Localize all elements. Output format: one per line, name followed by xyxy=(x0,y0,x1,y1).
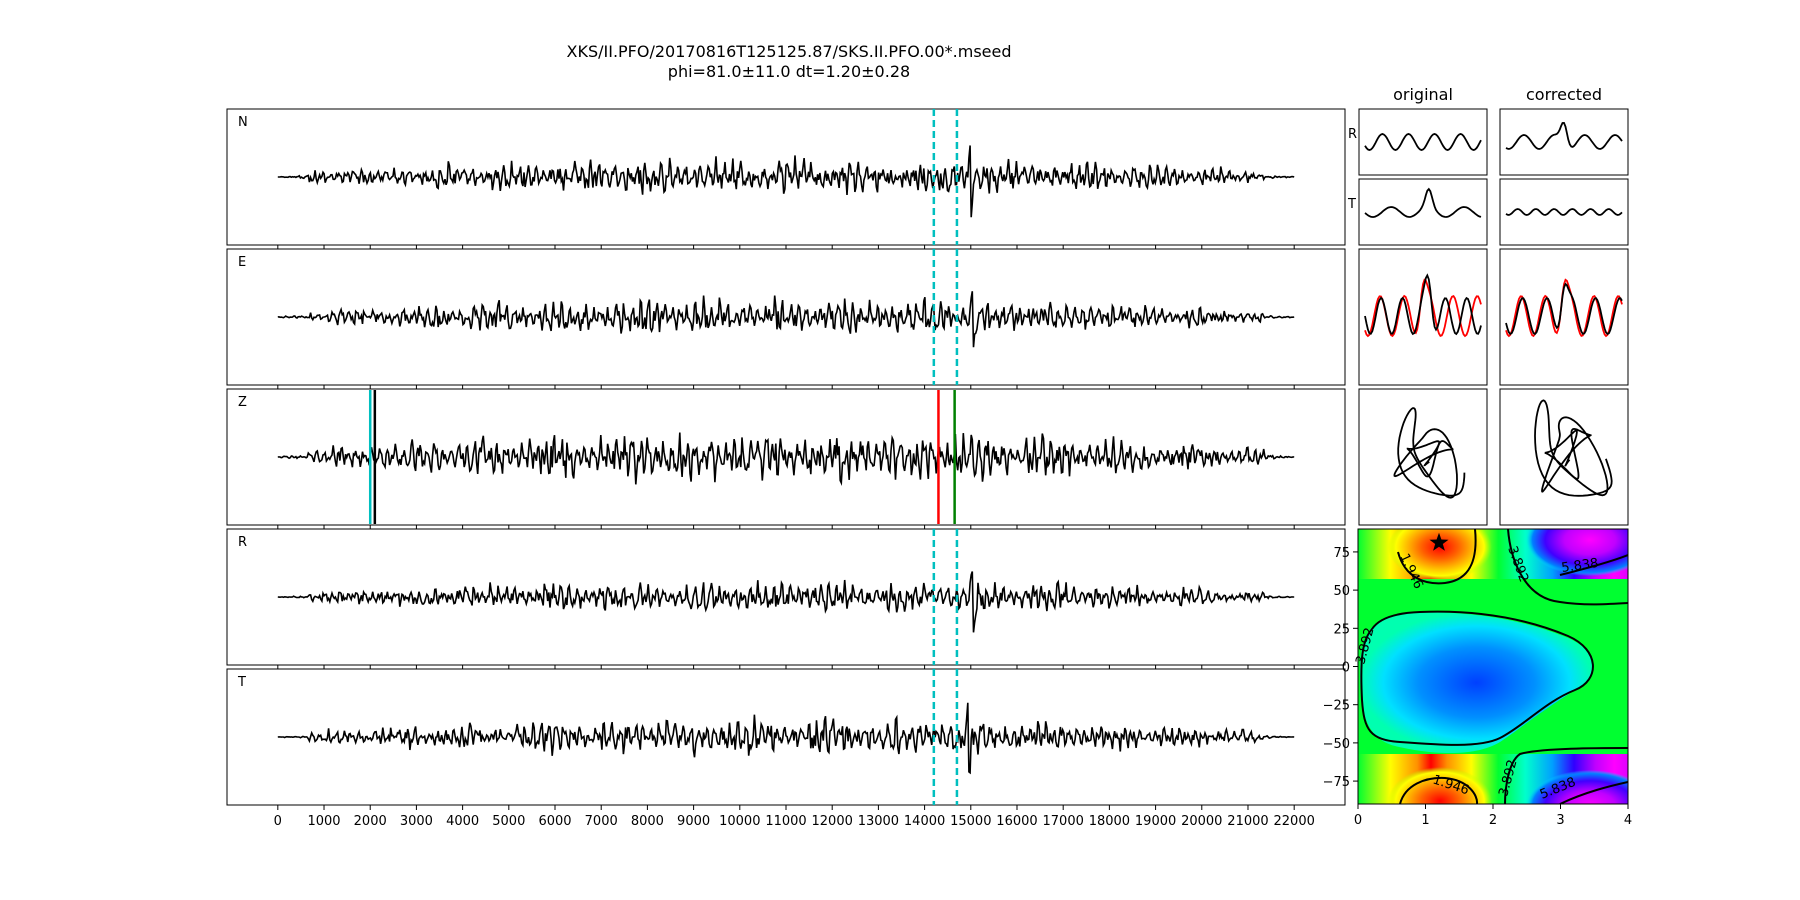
small-waveforms xyxy=(1364,121,1623,499)
orig-particle-box xyxy=(1358,388,1488,526)
surface-x-tick-label: 0 xyxy=(1354,813,1362,828)
surface-y-tick-label: −75 xyxy=(1323,775,1350,790)
surface-y-tick-label: 25 xyxy=(1333,622,1350,637)
orig-overlay-black xyxy=(1364,273,1482,336)
x-tick-label: 8000 xyxy=(631,814,664,829)
panel-label-z: Z xyxy=(238,395,247,410)
column-title-corrected: corrected xyxy=(1526,85,1602,104)
orig-t-wave xyxy=(1364,187,1482,218)
panel-r: R xyxy=(226,528,1346,666)
x-tick-label: 18000 xyxy=(1089,814,1130,829)
corr-particle-motion xyxy=(1534,399,1613,497)
x-tick-label: 7000 xyxy=(585,814,618,829)
figure-subtitle: phi=81.0±11.0 dt=1.20±0.28 xyxy=(668,62,910,81)
column-title-original: original xyxy=(1393,85,1453,104)
corr-overlay-black xyxy=(1505,282,1623,336)
contour-5838-top xyxy=(1559,554,1628,576)
x-tick-label: 12000 xyxy=(812,814,853,829)
panel-z: Z xyxy=(226,388,1346,526)
x-tick-label: 0 xyxy=(274,814,282,829)
x-tick-label: 2000 xyxy=(354,814,387,829)
trace-line-n xyxy=(277,145,1295,218)
x-tick-label: 22000 xyxy=(1274,814,1315,829)
surface-axes: 0 1 2 3 4 75 50 25 0 −25 −50 −75 xyxy=(1323,546,1633,828)
trace-z xyxy=(277,432,1295,487)
panel-label-e: E xyxy=(238,255,246,270)
corr-particle-box xyxy=(1499,388,1629,526)
row-label-t: T xyxy=(1347,197,1356,212)
contour-3892-basin xyxy=(1360,610,1594,746)
contour-1946-bottom xyxy=(1399,776,1479,804)
row-label-r: R xyxy=(1348,127,1357,142)
trace-panels: N E Z R T 0 1000 2000 3000 4000 5000 6000 7000 8… xyxy=(226,108,1346,829)
panel-n: N xyxy=(226,108,1346,246)
trace-line-r xyxy=(277,571,1295,633)
corr-r-box xyxy=(1499,108,1629,176)
particle-panels: original corrected R T xyxy=(1347,85,1629,526)
x-tick-label: 6000 xyxy=(538,814,571,829)
x-tick-label: 9000 xyxy=(677,814,710,829)
x-tick-label: 20000 xyxy=(1181,814,1222,829)
surface-x-tick-label: 4 xyxy=(1624,813,1632,828)
trace-line-t xyxy=(277,702,1295,775)
surface-y-tick-label: 0 xyxy=(1342,661,1350,676)
x-tick-label: 4000 xyxy=(446,814,479,829)
corr-t-box xyxy=(1499,178,1629,246)
surface-y-tick-label: 75 xyxy=(1333,546,1350,561)
x-tick-label: 16000 xyxy=(996,814,1037,829)
panel-e: E xyxy=(226,248,1346,386)
panel-t: T xyxy=(226,668,1346,806)
surface-x-tick-label: 2 xyxy=(1489,813,1497,828)
figure-title: XKS/II.PFO/20170816T125125.87/SKS.II.PFO… xyxy=(567,42,1012,61)
surface-y-tick-label: −50 xyxy=(1323,737,1350,752)
x-tick-label: 11000 xyxy=(765,814,806,829)
panel-label-r: R xyxy=(238,535,247,550)
orig-r-box xyxy=(1358,108,1488,176)
x-tick-label: 13000 xyxy=(858,814,899,829)
x-tick-label: 19000 xyxy=(1135,814,1176,829)
surface-y-tick-label: −25 xyxy=(1323,699,1350,714)
surface-x-tick-label: 1 xyxy=(1421,813,1429,828)
surface-max-bottom xyxy=(1526,770,1628,804)
surface-min-top xyxy=(1388,529,1492,581)
corr-overlay-red xyxy=(1505,278,1623,338)
surface-y-tick-label: 50 xyxy=(1333,584,1350,599)
surface-low-basin xyxy=(1360,612,1593,754)
x-tick-label: 5000 xyxy=(492,814,525,829)
corr-r-wave xyxy=(1505,121,1623,150)
panel-label-n: N xyxy=(238,115,248,130)
x-tick-label: 10000 xyxy=(719,814,760,829)
trace-x-axis: 0 1000 2000 3000 4000 5000 6000 7000 8000 9000 100… xyxy=(274,245,1315,829)
surface-min-bottom xyxy=(1388,767,1492,804)
contour-3892-top xyxy=(1507,529,1628,606)
surface-x-tick-label: 3 xyxy=(1556,813,1564,828)
corr-overlay-box xyxy=(1499,248,1629,386)
error-surface: 1.946 3.892 5.838 3.892 1.946 3.892 5.83… xyxy=(1323,528,1633,828)
x-tick-label: 14000 xyxy=(904,814,945,829)
trace-r xyxy=(277,571,1295,633)
x-tick-label: 21000 xyxy=(1227,814,1268,829)
trace-markers xyxy=(368,109,959,805)
contour-5838-bottom xyxy=(1559,781,1628,804)
trace-e xyxy=(277,291,1295,348)
contour-3892-bottom xyxy=(1504,747,1628,804)
contour-label-3: 5.838 xyxy=(1560,556,1599,576)
trace-t xyxy=(277,702,1295,775)
x-tick-label: 15000 xyxy=(950,814,991,829)
x-tick-label: 3000 xyxy=(400,814,433,829)
corr-t-wave xyxy=(1505,208,1623,216)
trace-line-e xyxy=(277,291,1295,348)
trace-line-z xyxy=(277,432,1295,487)
orig-overlay-box xyxy=(1358,248,1488,386)
x-tick-label: 1000 xyxy=(307,814,340,829)
contour-1946-top xyxy=(1397,529,1477,585)
x-tick-label: 17000 xyxy=(1043,814,1084,829)
panel-label-t: T xyxy=(237,675,246,690)
orig-t-box xyxy=(1358,178,1488,246)
trace-n xyxy=(277,145,1295,218)
orig-particle-motion xyxy=(1393,407,1466,499)
best-fit-star-icon xyxy=(1429,532,1449,551)
orig-r-wave xyxy=(1364,133,1482,151)
